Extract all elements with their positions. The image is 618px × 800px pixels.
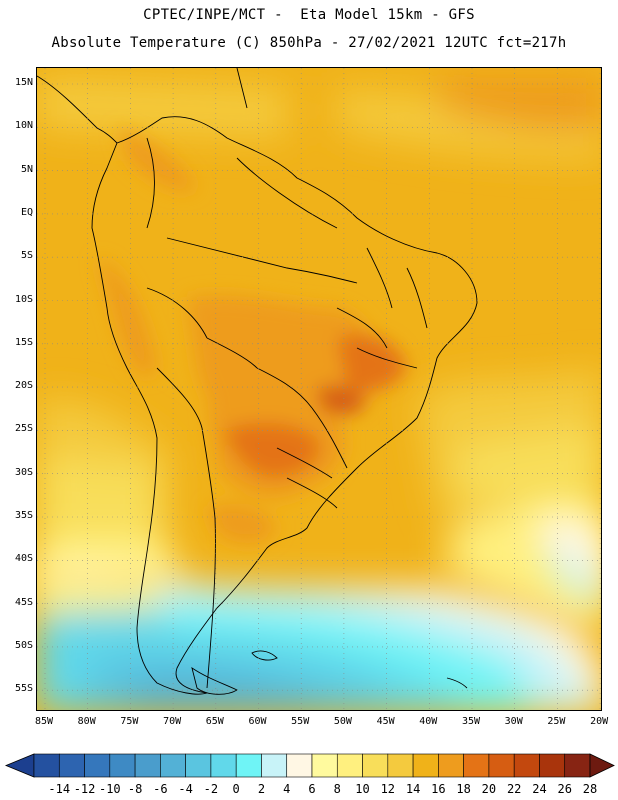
lat-label-15S: 15S: [14, 336, 33, 348]
colorbar-swatch: [261, 753, 288, 778]
lat-label-50S: 50S: [14, 639, 33, 651]
lon-label-40W: 40W: [419, 716, 438, 727]
warm-continental-core: [97, 128, 407, 544]
lat-label-5N: 5N: [20, 163, 33, 175]
colorbar-swatch: [463, 753, 490, 778]
coastlines-and-borders: [37, 68, 478, 695]
colorbar-swatch: [513, 753, 540, 778]
colorbar-swatch: [412, 753, 439, 778]
colorbar-label: -12: [73, 782, 96, 796]
colorbar-label: -14: [48, 782, 71, 796]
colorbar-label: 14: [405, 782, 421, 796]
colorbar-swatch: [109, 753, 136, 778]
colorbar-swatch: [160, 753, 186, 778]
lon-label-45W: 45W: [376, 716, 395, 727]
colorbar-label: 22: [506, 782, 522, 796]
colorbar-swatch: [438, 753, 464, 778]
lat-label-25S: 25S: [14, 423, 33, 435]
colorbar-label: 0: [232, 782, 240, 796]
colorbar-swatch: [539, 753, 566, 778]
colorbar-label: 12: [380, 782, 396, 796]
colorbar-swatch: [286, 753, 313, 778]
colorbar-label: -2: [203, 782, 219, 796]
colorbar-swatch: [235, 753, 262, 778]
chart-title-line-2: Absolute Temperature (C) 850hPa - 27/02/…: [51, 35, 567, 51]
lon-label-85W: 85W: [34, 716, 54, 727]
lat-label-10N: 10N: [14, 120, 33, 132]
temperature-map-svg: [37, 68, 601, 710]
lat-label-55S: 55S: [14, 683, 33, 695]
lon-label-20W: 20W: [590, 716, 609, 727]
colorbar-label: -4: [178, 782, 193, 796]
colorbar-label: 16: [431, 782, 446, 796]
colorbar-label: 26: [557, 782, 572, 796]
colorbar-label: 24: [532, 782, 547, 796]
lat-label-EQ: EQ: [20, 206, 33, 218]
colorbar-swatch: [311, 753, 338, 778]
colorbar-swatch: [185, 753, 212, 778]
colorbar-label: 6: [308, 782, 316, 796]
lat-label-40S: 40S: [14, 553, 33, 565]
colorbar-label: 28: [582, 782, 598, 796]
colorbar-high-arrow: [589, 753, 615, 778]
lon-label-30W: 30W: [504, 716, 523, 727]
colorbar-swatch: [58, 753, 85, 778]
colorbar-label: 2: [257, 782, 266, 796]
lat-label-30S: 30S: [14, 466, 33, 478]
lon-label-25W: 25W: [547, 716, 566, 727]
cold-air-mass: [37, 514, 601, 710]
colorbar-label: -8: [127, 782, 143, 796]
colorbar-label: 20: [481, 782, 497, 796]
colorbar-label: -10: [98, 782, 121, 796]
colorbar-swatch: [387, 753, 414, 778]
colorbar-swatch: [84, 753, 111, 778]
temperature-colorbar: [4, 753, 615, 778]
lon-label-70W: 70W: [163, 716, 182, 727]
lon-label-75W: 75W: [120, 716, 139, 727]
colorbar-swatch: [564, 753, 591, 778]
colorbar-label: 8: [333, 782, 341, 796]
colorbar-label: -6: [153, 782, 168, 796]
lon-label-35W: 35W: [461, 716, 481, 727]
lon-label-65W: 65W: [205, 716, 224, 727]
lat-label-10S: 10S: [14, 293, 33, 305]
lat-label-20S: 20S: [14, 380, 33, 392]
colorbar-swatch: [33, 753, 60, 778]
colorbar-label: 10: [355, 782, 370, 796]
lat-label-45S: 45S: [14, 596, 33, 608]
lon-label-80W: 80W: [77, 716, 96, 727]
colorbar-swatch: [134, 753, 161, 778]
lat-label-35S: 35S: [14, 510, 33, 521]
lon-label-50W: 50W: [333, 716, 352, 727]
lon-label-60W: 60W: [248, 716, 267, 727]
colorbar-swatch: [336, 753, 363, 778]
temperature-map[interactable]: [36, 67, 602, 711]
colorbar-swatch: [362, 753, 389, 778]
lon-label-55W: 55W: [291, 716, 310, 727]
lat-label-5S: 5S: [20, 250, 33, 262]
colorbar-label: 4: [283, 782, 291, 796]
colorbar-swatch: [488, 753, 515, 778]
colorbar-swatch: [210, 753, 237, 778]
colorbar-label: 18: [456, 782, 471, 796]
chart-title-line-1: CPTEC/INPE/MCT - Eta Model 15km - GFS: [143, 7, 475, 23]
colorbar-low-arrow: [4, 753, 35, 778]
lat-label-15N: 15N: [14, 77, 33, 88]
